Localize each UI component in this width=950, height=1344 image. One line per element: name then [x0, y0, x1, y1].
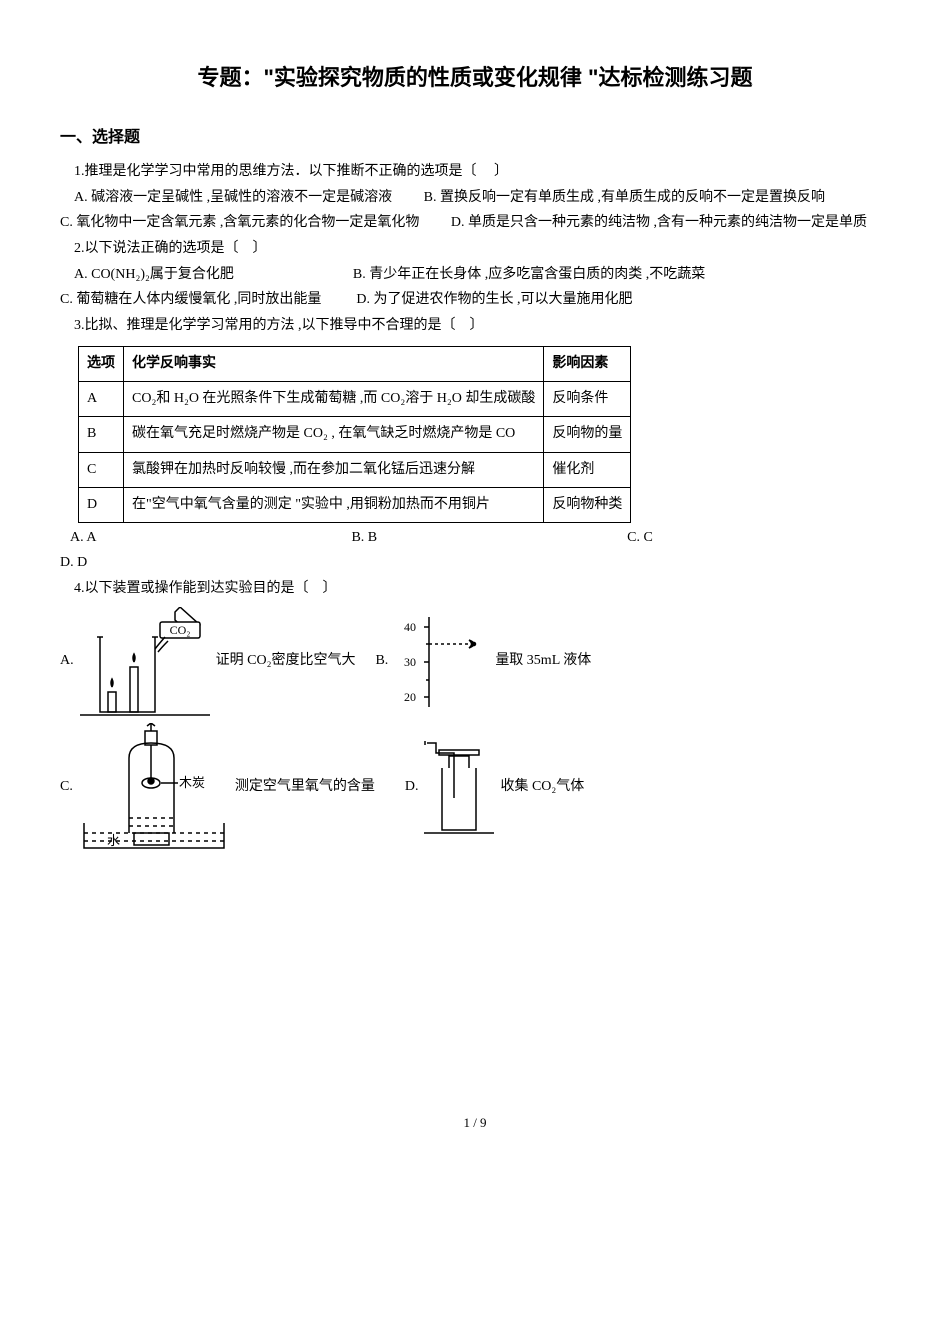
q4-A-group: A. — [60, 607, 355, 717]
cell: 反响物种类 — [544, 488, 631, 523]
figure-B-icon: 40 30 20 — [394, 612, 489, 712]
svg-text:木炭: 木炭 — [179, 775, 205, 790]
q4-row-AB: A. — [60, 607, 890, 717]
q4-D-text: 收集 CO₂气体 — [500, 776, 584, 798]
q2-C: C. 葡萄糖在人体内缓慢氧化 ,同时放出能量 — [60, 292, 321, 307]
cell: B — [79, 417, 124, 452]
cell: A — [79, 381, 124, 416]
q4-D-group: D. 收集 CO₂气体 — [405, 738, 584, 838]
q3-choice-D: D. D — [60, 552, 890, 574]
q3-table: 选项 化学反响事实 影响因素 A CO₂和 H₂O 在光照条件下生成葡萄糖 ,而… — [78, 346, 631, 524]
cell: 碳在氧气充足时燃烧产物是 CO₂ , 在氧气缺乏时燃烧产物是 CO — [124, 417, 544, 452]
q4-row-CD: C. — [60, 723, 890, 853]
figure-A-icon: CO₂ — [80, 607, 210, 717]
th-fact: 化学反响事实 — [124, 346, 544, 381]
question-3: 3.比拟、推理是化学学习常用的方法 ,以下推导中不合理的是〔 〕 选项 化学反响… — [60, 315, 890, 574]
cell: CO₂和 H₂O 在光照条件下生成葡萄糖 ,而 CO₂溶于 H₂O 却生成碳酸 — [124, 381, 544, 416]
q3-choice-A: A. A — [70, 527, 96, 549]
q2-stem: 2.以下说法正确的选项是〔 〕 — [60, 238, 890, 260]
q3-stem: 3.比拟、推理是化学学习常用的方法 ,以下推导中不合理的是〔 〕 — [60, 315, 890, 337]
q4-D-label: D. — [405, 776, 419, 798]
q4-C-text: 测定空气里氧气的含量 — [235, 776, 375, 798]
q1-opts-CD: C. 氧化物中一定含氧元素 ,含氧元素的化合物一定是氧化物 D. 单质是只含一种… — [60, 212, 890, 234]
q2-A: A. CO(NH₂)₂属于复合化肥 — [74, 267, 234, 282]
question-4: 4.以下装置或操作能到达实验目的是〔 〕 A. — [60, 578, 890, 852]
q1-D: D. 单质是只含一种元素的纯洁物 ,含有一种元素的纯洁物一定是单质 — [451, 215, 867, 230]
q1-C: C. 氧化物中一定含氧元素 ,含氧元素的化合物一定是氧化物 — [60, 215, 419, 230]
q4-A-label: A. — [60, 650, 74, 672]
table-header-row: 选项 化学反响事实 影响因素 — [79, 346, 631, 381]
cell: 催化剂 — [544, 452, 631, 487]
figure-C-icon: 木炭 水 — [79, 723, 229, 853]
q2-opts-CD: C. 葡萄糖在人体内缓慢氧化 ,同时放出能量 D. 为了促进农作物的生长 ,可以… — [60, 289, 890, 311]
cell: 在"空气中氧气含量的测定 "实验中 ,用铜粉加热而不用铜片 — [124, 488, 544, 523]
cell: C — [79, 452, 124, 487]
q4-B-text: 量取 35mL 液体 — [495, 650, 591, 672]
q4-B-group: B. 40 30 20 — [375, 612, 591, 712]
figure-D-icon — [424, 738, 494, 838]
q3-choice-B: B. B — [351, 527, 377, 549]
page-title: 专题："实验探究物质的性质或变化规律 "达标检测练习题 — [60, 60, 890, 95]
question-1: 1.推理是化学学习中常用的思维方法．以下推断不正确的选项是〔 〕 A. 碱溶液一… — [60, 161, 890, 234]
cell: 反响物的量 — [544, 417, 631, 452]
q4-B-label: B. — [375, 650, 388, 672]
page-footer: 1 / 9 — [60, 1113, 890, 1134]
table-row: C 氯酸钾在加热时反响较慢 ,而在参加二氧化锰后迅速分解 催化剂 — [79, 452, 631, 487]
svg-text:20: 20 — [404, 690, 416, 704]
table-row: A CO₂和 H₂O 在光照条件下生成葡萄糖 ,而 CO₂溶于 H₂O 却生成碳… — [79, 381, 631, 416]
cell: 氯酸钾在加热时反响较慢 ,而在参加二氧化锰后迅速分解 — [124, 452, 544, 487]
q1-B: B. 置换反响一定有单质生成 ,有单质生成的反响不一定是置换反响 — [424, 190, 825, 205]
q2-D: D. 为了促进农作物的生长 ,可以大量施用化肥 — [356, 292, 632, 307]
q1-A: A. 碱溶液一定呈碱性 ,呈碱性的溶液不一定是碱溶液 — [74, 190, 392, 205]
svg-text:40: 40 — [404, 620, 416, 634]
svg-text:CO₂: CO₂ — [169, 623, 190, 637]
q1-stem: 1.推理是化学学习中常用的思维方法．以下推断不正确的选项是〔 〕 — [60, 161, 890, 183]
th-option: 选项 — [79, 346, 124, 381]
q1-opts-AB: A. 碱溶液一定呈碱性 ,呈碱性的溶液不一定是碱溶液 B. 置换反响一定有单质生… — [60, 187, 890, 209]
table-row: B 碳在氧气充足时燃烧产物是 CO₂ , 在氧气缺乏时燃烧产物是 CO 反响物的… — [79, 417, 631, 452]
section-heading: 一、选择题 — [60, 125, 890, 151]
q4-A-text: 证明 CO₂密度比空气大 — [216, 650, 356, 672]
q4-stem: 4.以下装置或操作能到达实验目的是〔 〕 — [60, 578, 890, 600]
q2-B: B. 青少年正在长身体 ,应多吃富含蛋白质的肉类 ,不吃蔬菜 — [353, 267, 705, 282]
cell: 反响条件 — [544, 381, 631, 416]
question-2: 2.以下说法正确的选项是〔 〕 A. CO(NH₂)₂属于复合化肥 B. 青少年… — [60, 238, 890, 311]
q3-choice-C: C. C — [627, 527, 653, 549]
q3-choices: A. A B. B C. C — [60, 527, 890, 549]
q4-C-label: C. — [60, 776, 73, 798]
cell: D — [79, 488, 124, 523]
q4-C-group: C. — [60, 723, 375, 853]
svg-text:30: 30 — [404, 655, 416, 669]
svg-text:水: 水 — [107, 833, 120, 848]
table-row: D 在"空气中氧气含量的测定 "实验中 ,用铜粉加热而不用铜片 反响物种类 — [79, 488, 631, 523]
q2-opts-AB: A. CO(NH₂)₂属于复合化肥 B. 青少年正在长身体 ,应多吃富含蛋白质的… — [60, 264, 890, 286]
th-factor: 影响因素 — [544, 346, 631, 381]
